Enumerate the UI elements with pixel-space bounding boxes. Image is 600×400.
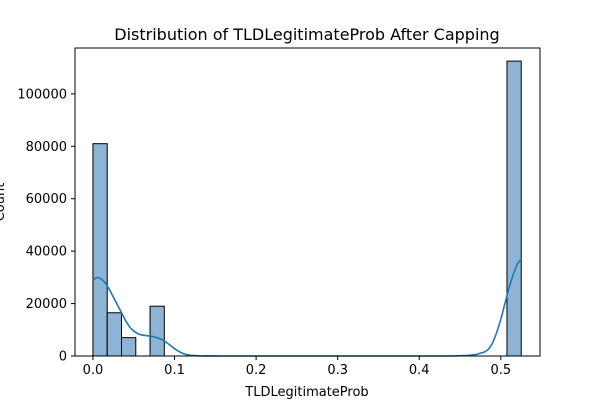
histogram-bar-2 <box>121 337 137 357</box>
y-ticks: 0 20000 40000 60000 80000 100000 <box>17 87 75 365</box>
histogram-bar-3 <box>149 305 165 357</box>
y-tick-label: 40000 <box>26 245 67 260</box>
y-tick-label: 20000 <box>26 297 67 312</box>
kde <box>92 258 522 357</box>
y-tick-label: 0 <box>59 350 67 365</box>
x-tick-label: 0.0 <box>83 363 104 378</box>
x-axis-label: TLDLegitimateProb <box>244 385 368 400</box>
y-axis-label: Count <box>0 183 8 222</box>
bars <box>92 60 522 357</box>
kde-line <box>92 258 522 357</box>
x-tick-label: 0.5 <box>490 363 511 378</box>
chart-title: Distribution of TLDLegitimateProb After … <box>114 25 499 44</box>
x-tick-label: 0.2 <box>246 363 267 378</box>
x-tick-label: 0.4 <box>409 363 430 378</box>
y-tick-label: 100000 <box>17 87 67 102</box>
y-tick-label: 60000 <box>26 192 67 207</box>
x-tick-label: 0.1 <box>164 363 185 378</box>
histogram-bar-0 <box>92 143 108 357</box>
histogram-bar-4 <box>506 60 522 357</box>
x-tick-label: 0.3 <box>327 363 348 378</box>
plot-frame <box>74 47 541 357</box>
histogram-bar-1 <box>106 312 123 357</box>
y-tick-label: 80000 <box>26 140 67 155</box>
x-ticks: 0.0 0.1 0.2 0.3 0.4 0.5 <box>83 356 511 378</box>
